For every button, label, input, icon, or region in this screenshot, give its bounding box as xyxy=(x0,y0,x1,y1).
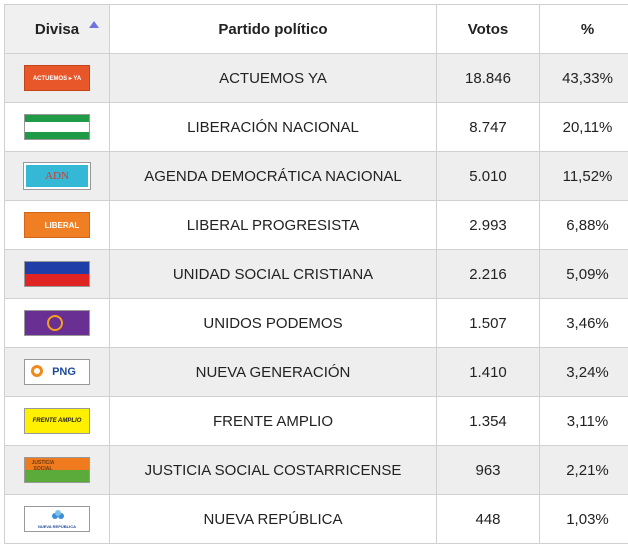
cell-percent: 11,52% xyxy=(540,152,628,201)
cell-divisa: FRENTE AMPLIO xyxy=(5,397,110,446)
frente-amplio-flag-icon: FRENTE AMPLIO xyxy=(24,408,90,434)
cell-divisa: JUSTICIA SOCIAL xyxy=(5,446,110,495)
results-table: Divisa Partido político Votos % ACTUEMOS… xyxy=(4,4,628,544)
table-row: UNIDAD SOCIAL CRISTIANA 2.216 5,09% xyxy=(5,250,628,299)
cell-percent: 43,33% xyxy=(540,54,628,103)
nueva-republica-flag-icon: NUEVA REPÚBLICA xyxy=(24,506,90,532)
table-header-row: Divisa Partido político Votos % xyxy=(5,5,628,54)
table-row: JUSTICIA SOCIAL JUSTICIA SOCIAL COSTARRI… xyxy=(5,446,628,495)
cell-votos: 5.010 xyxy=(437,152,540,201)
cell-partido: ACTUEMOS YA xyxy=(110,54,437,103)
cell-votos: 963 xyxy=(437,446,540,495)
unidos-podemos-emblem-icon xyxy=(47,315,63,331)
cell-votos: 8.747 xyxy=(437,103,540,152)
column-header-label: Divisa xyxy=(35,21,79,38)
cell-votos: 1.507 xyxy=(437,299,540,348)
column-header-votos[interactable]: Votos xyxy=(437,5,540,54)
table-row: LIBERACIÓN NACIONAL 8.747 20,11% xyxy=(5,103,628,152)
cell-partido: UNIDAD SOCIAL CRISTIANA xyxy=(110,250,437,299)
cell-partido: JUSTICIA SOCIAL COSTARRICENSE xyxy=(110,446,437,495)
cell-votos: 1.410 xyxy=(437,348,540,397)
cell-percent: 20,11% xyxy=(540,103,628,152)
liberal-progresista-flag-icon: LIBERAL xyxy=(24,212,90,238)
cell-votos: 2.216 xyxy=(437,250,540,299)
cell-divisa xyxy=(5,299,110,348)
cell-divisa: ACTUEMOS ▸ YA xyxy=(5,54,110,103)
unidos-podemos-flag-icon xyxy=(24,310,90,336)
justicia-social-flag-icon: JUSTICIA SOCIAL xyxy=(24,457,90,483)
cell-divisa: LIBERAL xyxy=(5,201,110,250)
column-header-partido[interactable]: Partido político xyxy=(110,5,437,54)
cell-divisa: NUEVA REPÚBLICA xyxy=(5,495,110,544)
cell-votos: 448 xyxy=(437,495,540,544)
cell-divisa xyxy=(5,250,110,299)
cell-votos: 2.993 xyxy=(437,201,540,250)
actuemos-ya-flag-icon: ACTUEMOS ▸ YA xyxy=(24,65,90,91)
column-header-percent[interactable]: % xyxy=(540,5,628,54)
cell-percent: 3,24% xyxy=(540,348,628,397)
cell-partido: NUEVA GENERACIÓN xyxy=(110,348,437,397)
cell-partido: FRENTE AMPLIO xyxy=(110,397,437,446)
cell-divisa xyxy=(5,103,110,152)
cell-partido: UNIDOS PODEMOS xyxy=(110,299,437,348)
cell-votos: 1.354 xyxy=(437,397,540,446)
adn-flag-icon: ADN xyxy=(24,163,90,189)
cell-percent: 5,09% xyxy=(540,250,628,299)
table-row: LIBERAL LIBERAL PROGRESISTA 2.993 6,88% xyxy=(5,201,628,250)
cell-divisa: ADN xyxy=(5,152,110,201)
table-row: ADN AGENDA DEMOCRÁTICA NACIONAL 5.010 11… xyxy=(5,152,628,201)
nueva-generacion-flag-icon: PNG xyxy=(24,359,90,385)
cell-divisa: PNG xyxy=(5,348,110,397)
results-table-container: Divisa Partido político Votos % ACTUEMOS… xyxy=(4,4,623,544)
cell-votos: 18.846 xyxy=(437,54,540,103)
sort-ascending-icon xyxy=(89,21,99,28)
liberacion-nacional-flag-icon xyxy=(24,114,90,140)
table-row: PNG NUEVA GENERACIÓN 1.410 3,24% xyxy=(5,348,628,397)
cell-percent: 1,03% xyxy=(540,495,628,544)
cell-percent: 3,11% xyxy=(540,397,628,446)
table-row: NUEVA REPÚBLICA NUEVA REPÚBLICA 448 1,03… xyxy=(5,495,628,544)
cell-partido: LIBERAL PROGRESISTA xyxy=(110,201,437,250)
cell-percent: 6,88% xyxy=(540,201,628,250)
table-row: ACTUEMOS ▸ YA ACTUEMOS YA 18.846 43,33% xyxy=(5,54,628,103)
cell-partido: AGENDA DEMOCRÁTICA NACIONAL xyxy=(110,152,437,201)
table-row: UNIDOS PODEMOS 1.507 3,46% xyxy=(5,299,628,348)
cell-partido: NUEVA REPÚBLICA xyxy=(110,495,437,544)
cell-percent: 3,46% xyxy=(540,299,628,348)
unidad-social-cristiana-flag-icon xyxy=(24,261,90,287)
table-row: FRENTE AMPLIO FRENTE AMPLIO 1.354 3,11% xyxy=(5,397,628,446)
cell-partido: LIBERACIÓN NACIONAL xyxy=(110,103,437,152)
cell-percent: 2,21% xyxy=(540,446,628,495)
column-header-divisa[interactable]: Divisa xyxy=(5,5,110,54)
